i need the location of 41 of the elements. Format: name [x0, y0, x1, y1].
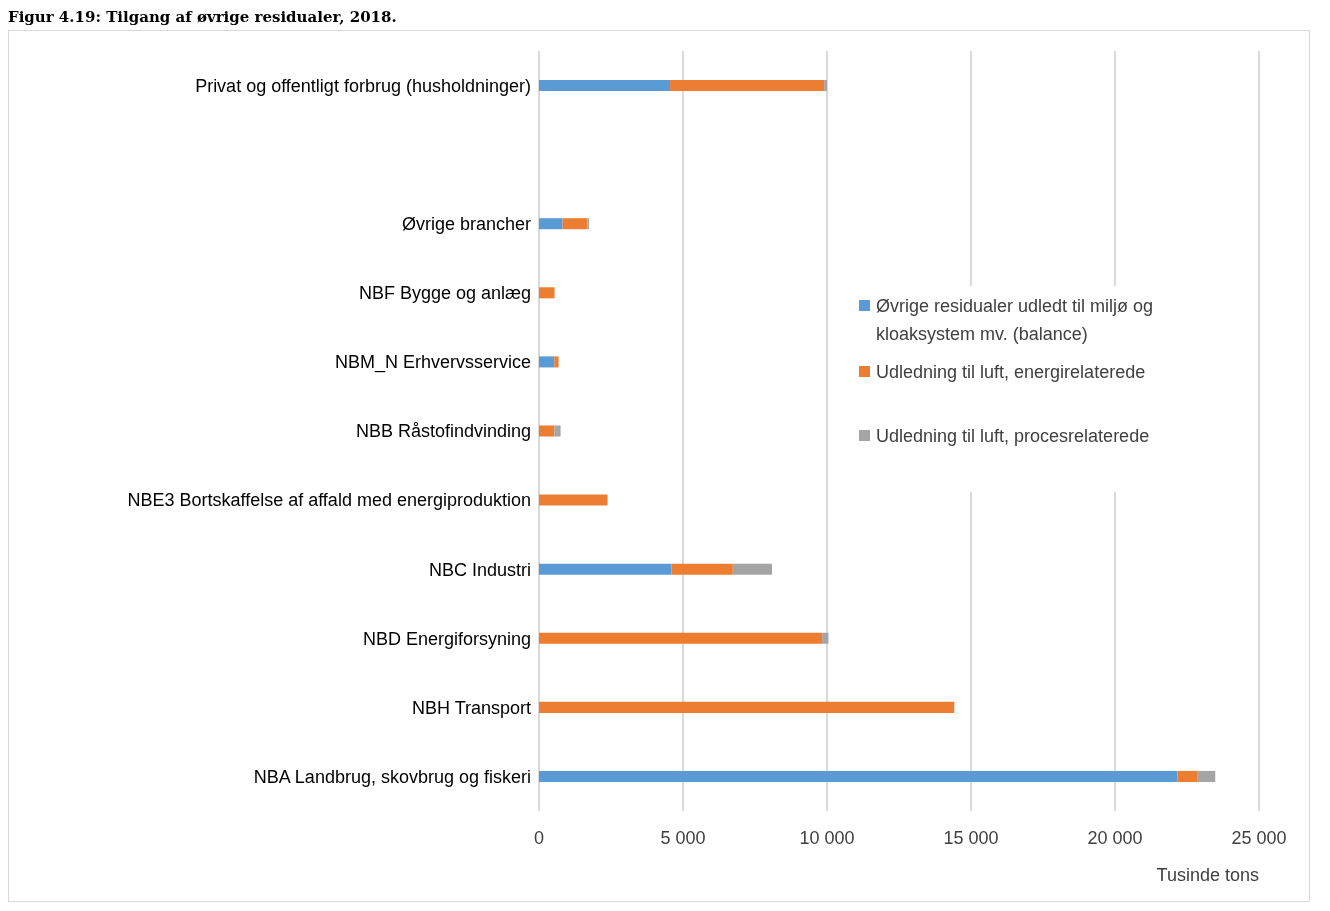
y-tick-label: Øvrige brancher [401, 214, 531, 235]
x-axis-title: Tusinde tons [1156, 865, 1259, 885]
x-tick-label: 15 000 [943, 827, 999, 848]
bar [539, 425, 555, 437]
x-tick-label: 5 000 [660, 827, 706, 848]
legend-label: Udledning til luft, procesrelaterede [876, 425, 1150, 448]
text: Figur 4.19: Tilgang af øvrige residualer, 2018. [8, 8, 398, 28]
bar [539, 632, 823, 644]
bar [539, 701, 955, 713]
y-tick-label: Privat og offentligt forbrug (husholdninger) [195, 75, 531, 96]
bar [562, 218, 588, 230]
legend-label: Øvrige residualer udledt til miljø og kloaksystem mv. (balance) [876, 295, 1155, 346]
bar [670, 80, 825, 92]
bar [671, 563, 733, 575]
y-tick-label: NBA Landbrug, skovbrug og fiskeri [253, 766, 531, 787]
x-tick-label: 25 000 [1231, 827, 1287, 848]
y-tick-label: NBC Industri [428, 559, 531, 580]
x-tick-label: 0 [533, 827, 545, 848]
bar [539, 494, 608, 506]
legend-label: Udledning til luft, energirelaterede [876, 361, 1146, 384]
bar [824, 80, 827, 92]
y-tick-label: NBF Bygge og anlæg [358, 283, 531, 304]
bar [822, 632, 829, 644]
bar [539, 356, 555, 368]
bar [1177, 770, 1198, 782]
bar [539, 218, 563, 230]
bar [539, 80, 671, 92]
y-tick-label: NBD Energiforsyning [362, 628, 531, 649]
x-tick-label: 10 000 [799, 827, 855, 848]
y-tick-label: NBM_N Erhvervsservice [334, 352, 531, 374]
y-tick-label: NBH Transport [411, 697, 531, 718]
bar [732, 563, 772, 575]
y-tick-label: NBE3 Bortskaffelse af affald med energiproduktion [127, 490, 531, 511]
bar [554, 425, 561, 437]
bar [1197, 770, 1216, 782]
bar [539, 563, 672, 575]
bar [554, 356, 559, 368]
bar [539, 287, 555, 299]
bar [539, 770, 1178, 782]
x-tick-label: 20 000 [1087, 827, 1143, 848]
y-tick-label: NBB Råstofindvinding [355, 421, 531, 442]
